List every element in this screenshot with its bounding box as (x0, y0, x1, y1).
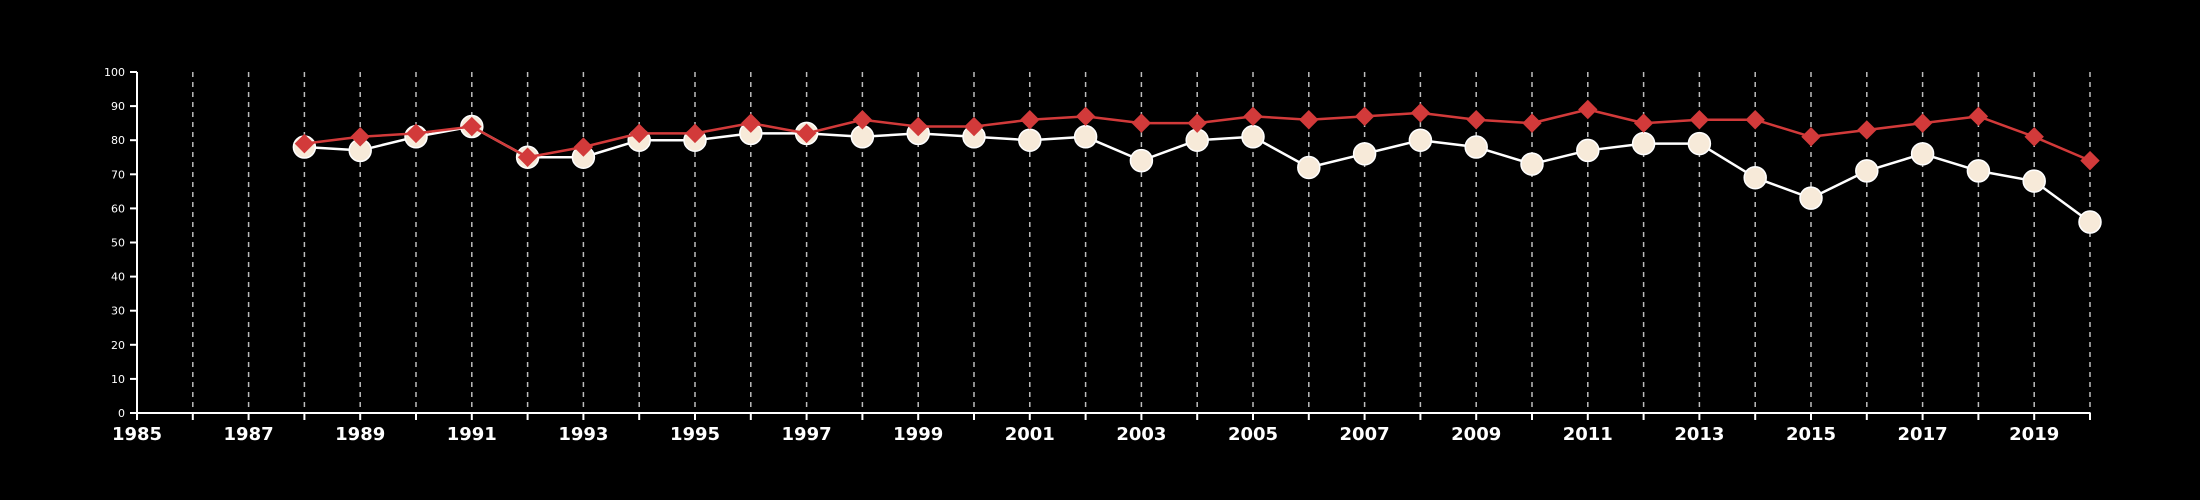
data-point-diamond (517, 147, 538, 167)
data-point-circle (1073, 125, 1098, 149)
x-tick-label: 2001 (1005, 424, 1055, 445)
data-point-diamond (1745, 110, 1765, 130)
x-tick-label: 1987 (224, 424, 274, 445)
data-point-diamond (1578, 99, 1598, 120)
y-tick-label: 0 (118, 407, 125, 420)
data-point-diamond (964, 116, 984, 137)
data-point-diamond (908, 116, 928, 137)
y-tick-label: 90 (111, 100, 125, 113)
data-point-diamond (629, 123, 649, 144)
data-point-diamond (294, 133, 315, 154)
x-tick-label: 1985 (112, 424, 162, 445)
y-tick-label: 100 (104, 66, 125, 79)
y-tick-label: 20 (111, 339, 125, 352)
data-point-diamond (2080, 150, 2100, 171)
data-point-diamond (1522, 113, 1542, 133)
data-point-diamond (406, 123, 426, 144)
data-point-diamond (741, 113, 761, 133)
y-tick-label: 80 (111, 134, 125, 147)
x-tick-label: 1993 (558, 424, 608, 445)
x-tick-label: 2019 (2009, 424, 2059, 445)
data-point-diamond (1187, 113, 1207, 133)
data-point-diamond (1354, 106, 1375, 127)
data-point-circle (1799, 186, 1823, 210)
data-point-diamond (1689, 110, 1710, 130)
data-point-diamond (1075, 106, 1096, 127)
series-1 (292, 114, 2102, 234)
x-tick-label: 2013 (1674, 424, 1724, 445)
data-point-circle (2022, 169, 2046, 193)
data-point-diamond (1857, 120, 1877, 140)
data-point-circle (1241, 125, 1265, 149)
data-point-circle (1297, 155, 1321, 180)
x-tick-label: 2017 (1898, 424, 1948, 445)
data-point-diamond (1299, 110, 1319, 130)
data-point-circle (1855, 159, 1879, 183)
data-point-circle (1520, 152, 1544, 176)
data-point-circle (1687, 131, 1712, 156)
axes: 0 10 20 30 40 50 60 70 80 90 100 1985 1987 1989 1991 19… (104, 66, 2091, 445)
x-tick-label: 2003 (1116, 424, 1166, 445)
data-point-diamond (1912, 113, 1933, 133)
y-tick-label: 50 (111, 237, 125, 250)
data-point-diamond (1243, 106, 1263, 127)
data-point-circle (2078, 210, 2102, 234)
x-tick-label: 2009 (1451, 424, 1501, 445)
y-tick-label: 10 (111, 373, 125, 386)
data-point-circle (1129, 148, 1154, 173)
data-point-circle (1743, 165, 1767, 190)
x-tick-label: 1997 (782, 424, 832, 445)
data-point-circle (1408, 128, 1433, 152)
data-point-diamond (1466, 110, 1486, 130)
data-point-circle (1018, 128, 1042, 152)
x-tick-label: 2007 (1340, 424, 1390, 445)
data-point-diamond (462, 116, 482, 137)
x-tick-label: 1989 (335, 424, 385, 445)
x-tick-label: 1995 (670, 424, 720, 445)
data-point-diamond (1633, 113, 1654, 133)
data-point-circle (1352, 142, 1377, 166)
data-point-diamond (1968, 106, 1989, 127)
y-tick-label: 60 (111, 202, 125, 215)
data-point-diamond (852, 110, 873, 130)
data-point-diamond (2024, 127, 2044, 147)
grid-lines (192, 72, 2091, 413)
y-tick-label: 30 (111, 305, 125, 318)
data-point-diamond (1410, 103, 1431, 123)
y-tick-label: 40 (111, 271, 125, 284)
data-point-diamond (1131, 113, 1152, 133)
y-tick-label: 70 (111, 168, 125, 181)
x-tick-label: 2015 (1786, 424, 1836, 445)
data-point-circle (1576, 138, 1600, 163)
data-point-circle (1966, 159, 1991, 183)
series-2 (294, 99, 2100, 171)
series-group (292, 99, 2102, 234)
data-point-diamond (573, 137, 594, 157)
x-tick-label: 2011 (1563, 424, 1613, 445)
data-point-diamond (1020, 110, 1040, 130)
data-point-diamond (685, 123, 705, 144)
data-point-circle (1631, 131, 1656, 156)
data-point-circle (1910, 142, 1935, 166)
data-point-diamond (796, 123, 817, 144)
x-tick-label: 1991 (447, 424, 497, 445)
data-point-circle (1464, 135, 1488, 159)
x-tick-label: 2005 (1228, 424, 1278, 445)
data-point-diamond (1801, 127, 1821, 147)
data-point-diamond (350, 127, 370, 147)
x-tick-label: 1999 (893, 424, 943, 445)
